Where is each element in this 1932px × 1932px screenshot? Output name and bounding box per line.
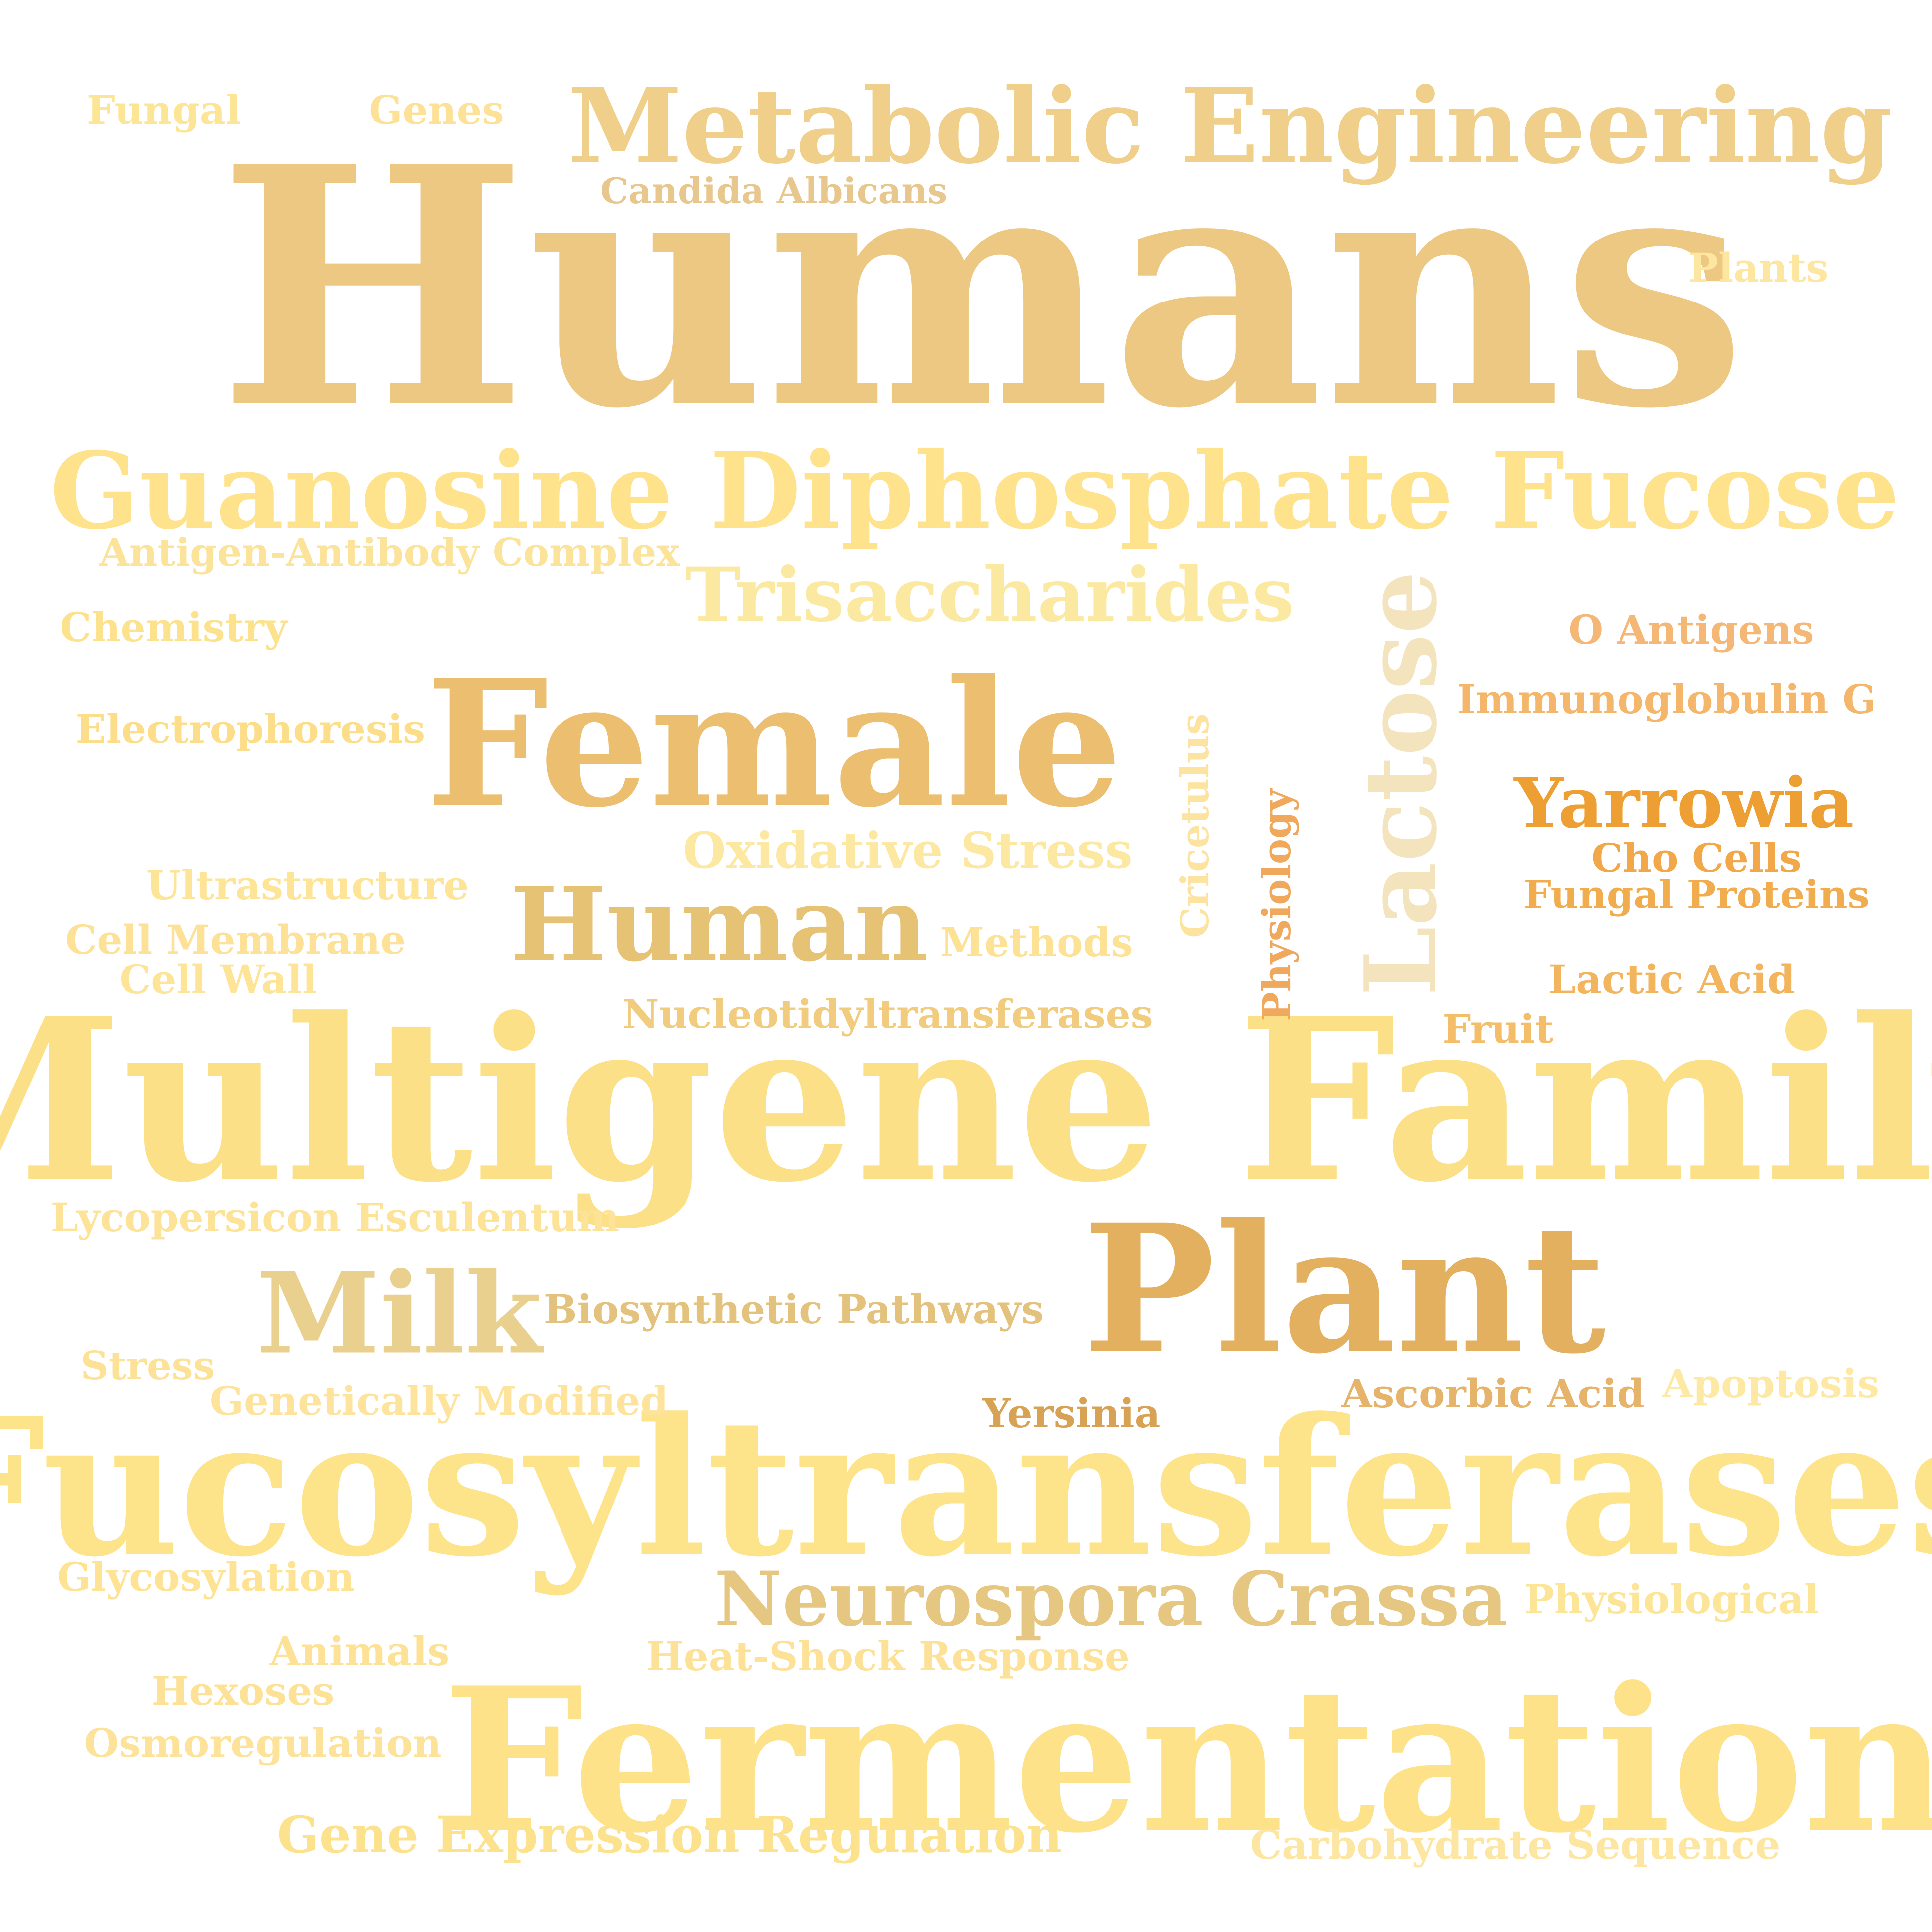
word-lycopersicon-esculentum: Lycopersicon Esculentum — [50, 1194, 620, 1241]
word-metabolic-engineering: Metabolic Engineering — [567, 66, 1893, 187]
word-antigen-antibody-complex: Antigen-Antibody Complex — [99, 530, 680, 575]
word-fungal-proteins: Fungal Proteins — [1523, 872, 1870, 917]
word-female: Female — [425, 642, 1122, 846]
word-stress: Stress — [80, 1343, 215, 1389]
word-glycosylation: Glycosylation — [57, 1554, 355, 1600]
word-ultrastructure: Ultrastructure — [146, 862, 469, 908]
word-genes: Genes — [369, 87, 504, 133]
word-cell-wall: Cell Wall — [119, 956, 317, 1003]
word-methods: Methods — [940, 919, 1133, 966]
word-cell-membrane: Cell Membrane — [65, 916, 406, 963]
word-plant: Plant — [1083, 1186, 1606, 1393]
word-candida-albicans: Candida Albicans — [600, 170, 948, 212]
word-milk: Milk — [256, 1248, 542, 1380]
word-human: Human — [510, 865, 928, 984]
word-yarrowia: Yarrowia — [1514, 763, 1854, 844]
word-chemistry: Chemistry — [60, 604, 288, 651]
word-guanosine-diphosphate-fucose: Guanosine Diphosphate Fucose — [49, 429, 1900, 552]
word-physiology: Physiology — [1254, 789, 1300, 1021]
word-yersinia: Yersinia — [982, 1390, 1161, 1437]
word-nucleotidyltransferases: Nucleotidyltransferases — [623, 991, 1153, 1037]
word-apoptosis: Apoptosis — [1662, 1360, 1880, 1407]
word-cricetulus: Cricetulus — [1173, 713, 1218, 938]
word-physiological: Physiological — [1524, 1576, 1819, 1623]
word-immunoglobulin-g: Immunoglobulin G — [1457, 676, 1876, 723]
word-gene-expression-regulation: Gene Expression Regulation — [277, 1806, 1062, 1864]
word-heat-shock-response: Heat-Shock Response — [646, 1633, 1130, 1680]
word-plants: Plants — [1688, 244, 1829, 291]
word-humans: Humans — [218, 95, 1746, 480]
word-lactic-acid: Lactic Acid — [1548, 956, 1795, 1003]
word-carbohydrate-sequence: Carbohydrate Sequence — [1250, 1821, 1781, 1868]
word-genetically-modified: Genetically Modified — [209, 1378, 669, 1424]
word-lactose: Lactose — [1343, 571, 1459, 996]
word-ascorbic-acid: Ascorbic Acid — [1341, 1370, 1645, 1417]
word-trisaccharides: Trisaccharides — [685, 551, 1295, 639]
word-fermentation: Fermentation — [442, 1644, 1932, 1877]
word-fungal: Fungal — [87, 87, 241, 133]
word-animals: Animals — [269, 1628, 450, 1675]
word-neurospora-crassa: Neurospora Crassa — [714, 1556, 1508, 1643]
word-biosynthetic-pathways: Biosynthetic Pathways — [543, 1286, 1044, 1332]
word-o-antigens: O Antigens — [1568, 606, 1814, 653]
word-multigene-family: Multigene Family — [0, 969, 1932, 1232]
word-fruit: Fruit — [1442, 1006, 1554, 1052]
word-oxidative-stress: Oxidative Stress — [683, 821, 1133, 880]
word-osmoregulation: Osmoregulation — [84, 1720, 442, 1766]
word-hexoses: Hexoses — [151, 1668, 335, 1714]
word-cho-cells: Cho Cells — [1591, 835, 1802, 881]
word-electrophoresis: Electrophoresis — [75, 706, 426, 752]
word-fucosyltransferases: Fucosyltransferases — [0, 1377, 1932, 1598]
